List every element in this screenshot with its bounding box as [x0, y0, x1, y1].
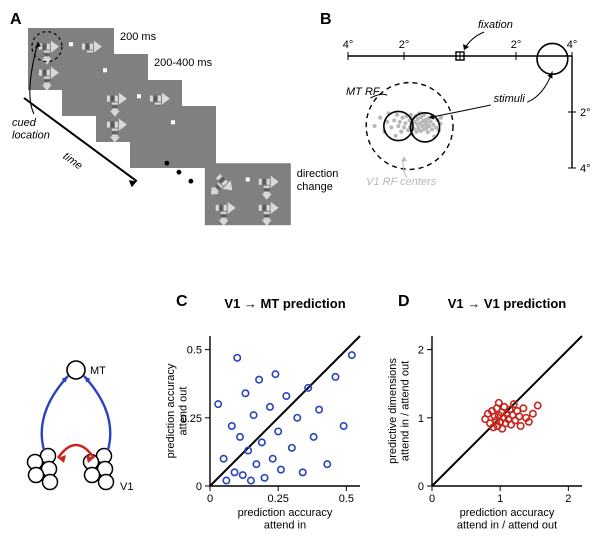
svg-text:2: 2 — [418, 345, 424, 357]
label-v1: V1 — [120, 481, 133, 493]
svg-text:0.5: 0.5 — [187, 345, 202, 357]
svg-text:D: D — [398, 293, 410, 310]
svg-text:0.5: 0.5 — [339, 493, 354, 505]
svg-text:2°: 2° — [399, 39, 410, 51]
svg-text:0.25: 0.25 — [267, 493, 288, 505]
chart-title: V1 → MT prediction — [224, 296, 345, 311]
svg-text:1: 1 — [497, 493, 503, 505]
panel-b: B 4° 2° 2° 4° 2° 4° fixation MT RF stimuli V1 RF c… — [320, 11, 591, 188]
svg-text:4°: 4° — [343, 39, 354, 51]
panel-a-letter: A — [10, 11, 22, 28]
svg-text:2°: 2° — [511, 39, 522, 51]
label-direction-change: directionchange — [297, 168, 339, 193]
svg-text:0: 0 — [429, 493, 435, 505]
y-axis-label: prediction accuracyattend out — [165, 363, 190, 458]
panel-a: A 200 ms 200-400 ms directionchange cuedloca… — [10, 11, 338, 226]
panel-d: D V1 → V1 prediction 0 1 2 0 1 2 prediction accu… — [387, 293, 582, 532]
label-time: time — [61, 150, 85, 172]
label-cued-location: cuedlocation — [12, 117, 50, 142]
label-mt: MT — [90, 365, 106, 377]
label-v1-rf-centers: V1 RF centers — [366, 176, 437, 188]
svg-text:2°: 2° — [580, 107, 591, 119]
svg-text:4°: 4° — [580, 163, 591, 175]
svg-text:C: C — [176, 293, 188, 310]
label-stimuli: stimuli — [494, 93, 526, 105]
label-t1: 200 ms — [120, 31, 157, 43]
scatter-points — [215, 352, 355, 484]
x-axis-label: prediction accuracyattend in / attend ou… — [457, 507, 557, 532]
panel-c: CV1 → MT prediction00.250.500.250.5predi… — [165, 293, 360, 532]
svg-text:0: 0 — [207, 493, 213, 505]
svg-text:4°: 4° — [567, 39, 578, 51]
x-axis-label: prediction accuracyattend in — [238, 507, 333, 532]
svg-text:0: 0 — [418, 481, 424, 493]
svg-text:1: 1 — [418, 413, 424, 425]
y-axis-label: predictive dimensionsattend in / attend … — [387, 358, 412, 464]
chart-title: V1 → V1 prediction — [448, 296, 567, 311]
scatter-points — [482, 400, 541, 432]
svg-text:B: B — [320, 11, 332, 28]
identity-line — [210, 336, 360, 486]
connectivity-diagram: MT V1 — [28, 361, 134, 493]
svg-text:2: 2 — [565, 493, 571, 505]
label-mt-rf: MT RF — [346, 86, 381, 98]
label-fixation: fixation — [478, 19, 513, 31]
label-t2: 200-400 ms — [154, 57, 213, 69]
svg-text:0: 0 — [196, 481, 202, 493]
